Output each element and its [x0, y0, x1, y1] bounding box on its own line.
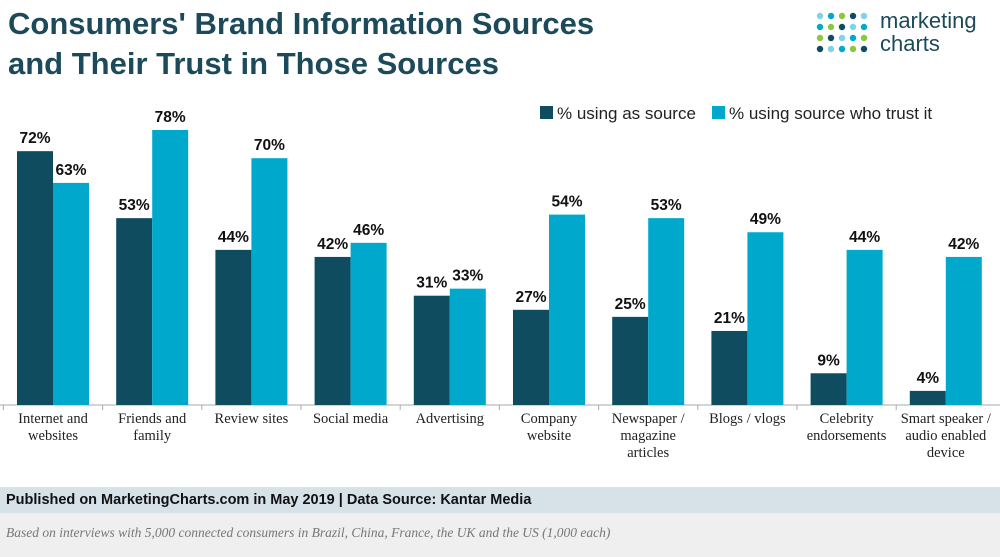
- data-label: 27%: [515, 289, 546, 306]
- bar: [413, 295, 450, 405]
- x-tick-label: Friends and family: [118, 411, 187, 444]
- bar: [314, 256, 351, 405]
- logo-dot: [827, 34, 835, 42]
- logo-dot: [827, 45, 835, 53]
- chart-title: Consumers' Brand Information Sources and…: [8, 6, 595, 81]
- bar: [846, 249, 883, 405]
- bar: [116, 218, 153, 405]
- legend-label: % using as source: [557, 104, 696, 123]
- legend-swatch: [540, 106, 553, 119]
- bar: [53, 182, 89, 405]
- bar: [215, 249, 252, 405]
- logo-dot: [838, 34, 846, 42]
- bar: [17, 151, 53, 405]
- bar: [513, 309, 549, 405]
- bar: [711, 330, 748, 405]
- logo-dot: [838, 23, 846, 31]
- logo-dot: [827, 12, 835, 20]
- x-tick-label: Smart speaker / audio enabled device: [900, 411, 991, 461]
- logo-dot: [816, 45, 824, 53]
- x-tick-label: Newspaper / magazine articles: [611, 411, 685, 461]
- data-label: 4%: [917, 370, 940, 387]
- logo-dot: [838, 12, 846, 20]
- bar: [251, 158, 288, 405]
- data-label: 63%: [55, 162, 86, 179]
- data-label: 49%: [750, 211, 781, 228]
- logo-dot: [827, 23, 835, 31]
- data-label: 46%: [353, 222, 384, 239]
- data-label: 42%: [948, 236, 979, 253]
- data-label: 33%: [452, 268, 483, 285]
- legend-label: % using source who trust it: [729, 104, 932, 123]
- logo-dot: [838, 45, 846, 53]
- x-tick-label: Social media: [312, 411, 389, 427]
- logo-dot: [849, 23, 857, 31]
- x-tick-label: Advertising: [415, 411, 485, 427]
- source: Published on MarketingCharts.com in May …: [0, 487, 1000, 513]
- note: Based on interviews with 5,000 connected…: [0, 513, 1000, 557]
- bar: [152, 130, 189, 405]
- bar: [747, 232, 784, 405]
- data-label: 42%: [317, 236, 348, 253]
- logo-dot: [860, 45, 868, 53]
- bar: [945, 256, 982, 405]
- chart: % using as source % using source who trus…: [0, 12, 1000, 410]
- logo-dot: [849, 12, 857, 20]
- data-label: 44%: [218, 229, 249, 246]
- logo-dot: [849, 45, 857, 53]
- bar: [549, 214, 585, 405]
- x-tick-label: Review sites: [214, 411, 289, 427]
- data-label: 53%: [119, 197, 150, 214]
- logo-text: charts: [880, 31, 940, 56]
- logo-dot: [860, 12, 868, 20]
- data-label: 72%: [19, 130, 50, 147]
- data-label: 54%: [551, 194, 582, 211]
- data-label: 70%: [254, 137, 285, 154]
- bar: [648, 218, 685, 405]
- bar: [810, 373, 847, 405]
- data-label: 53%: [651, 197, 682, 214]
- logo-dot: [816, 12, 824, 20]
- data-label: 9%: [817, 352, 840, 369]
- x-tick-label: Internet and websites: [18, 411, 88, 444]
- data-label: 31%: [416, 275, 447, 292]
- legend-swatch: [712, 106, 725, 119]
- data-label: 78%: [155, 109, 186, 126]
- logo-dot: [816, 34, 824, 42]
- x-tick-label: Company website: [520, 411, 578, 444]
- bar: [350, 242, 387, 405]
- logo-dot: [860, 34, 868, 42]
- logo-dot: [849, 34, 857, 42]
- logo-dot: [860, 23, 868, 31]
- logo-dot: [816, 23, 824, 31]
- bar: [612, 316, 649, 405]
- logo-text: marketing: [880, 8, 977, 33]
- x-tick-label: Blogs / vlogs: [709, 411, 786, 427]
- bar: [449, 288, 486, 405]
- data-label: 25%: [615, 296, 646, 313]
- data-label: 44%: [849, 229, 880, 246]
- data-label: 21%: [714, 310, 745, 327]
- x-tick-label: Celebrity endorsements: [806, 411, 887, 444]
- bar: [909, 390, 946, 405]
